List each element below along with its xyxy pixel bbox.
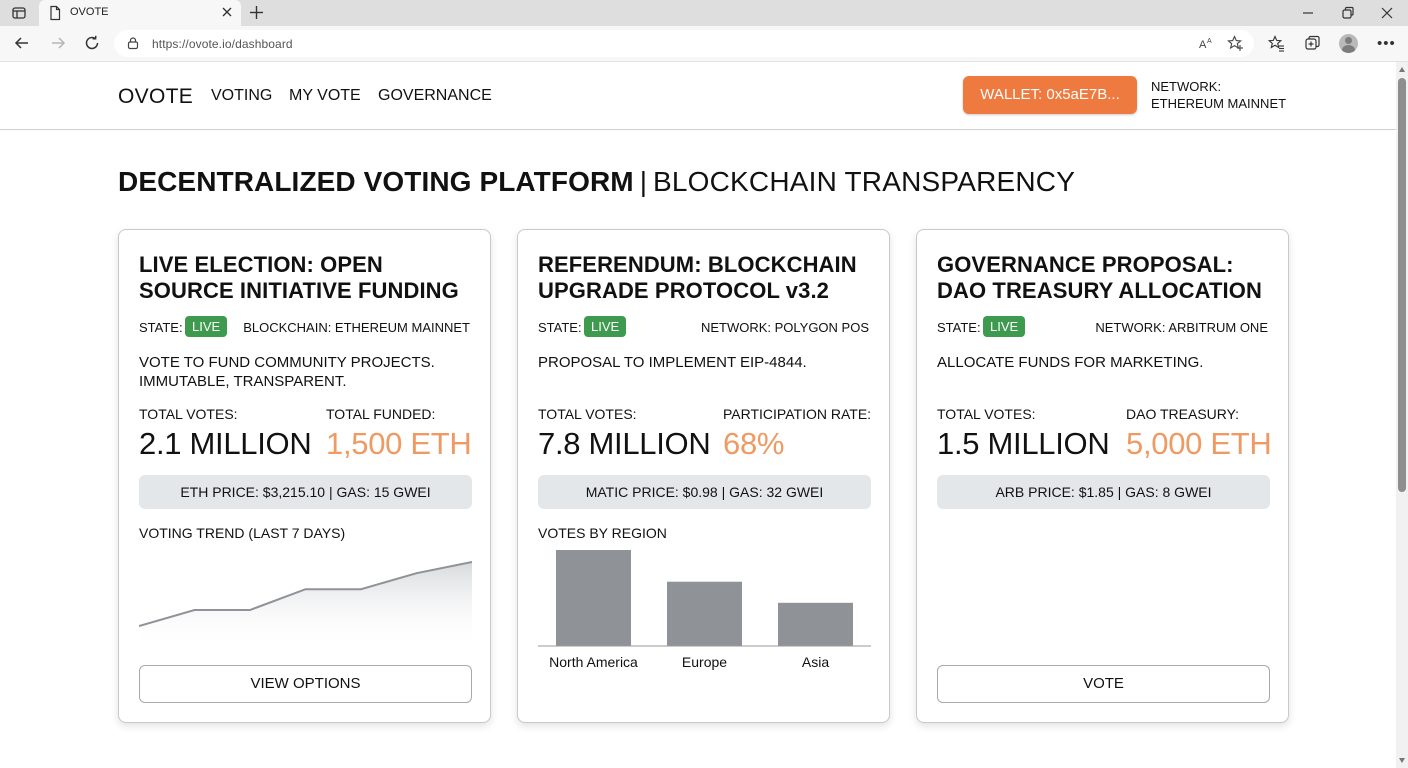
favorite-add-icon[interactable] [1227,35,1244,52]
bar-label-north-america: North America [549,654,638,670]
total-votes-value: 1.5 MILLION [937,426,1110,461]
favorites-icon[interactable] [1268,35,1285,52]
governance-card-dao-treasury: GOVERNANCE PROPOSAL: DAO TREASURY ALLOCA… [916,229,1289,723]
page-title-subtitle: BLOCKCHAIN TRANSPARENCY [652,166,1076,197]
page-icon [50,5,61,21]
new-tab-icon[interactable] [248,4,265,21]
network-label: NETWORK: POLYGON POS [700,320,869,335]
total-votes-label: TOTAL VOTES: [139,406,238,422]
bar-north-america [556,550,631,646]
state-label: STATE: [538,320,582,335]
state-label: STATE: [937,320,981,335]
voting-trend-chart [139,561,472,650]
close-window-icon[interactable] [1379,5,1395,21]
minimize-icon[interactable] [1300,5,1316,21]
forward-icon[interactable] [49,34,67,52]
read-aloud-icon[interactable]: A A [1198,35,1215,52]
browser-tab-bar: OVOTE [0,0,1408,26]
bar-chart-plot [538,550,871,647]
refresh-icon[interactable] [83,34,101,52]
bar-label-asia: Asia [801,654,830,670]
card-title: GOVERNANCE PROPOSAL: DAO TREASURY ALLOCA… [937,252,1262,303]
live-status-badge: LIVE [584,316,627,337]
network-value: ETHEREUM MAINNET [1151,96,1287,111]
svg-text:A: A [1207,38,1212,45]
price-gas-bar: ETH PRICE: $3,215.10 | GAS: 15 GWEI [139,475,472,509]
scroll-thumb[interactable] [1398,78,1406,492]
chain-label: BLOCKCHAIN: ETHEREUM MAINNET [243,320,470,335]
nav-my-vote[interactable]: MY VOTE [289,87,361,104]
referendum-card-upgrade: REFERENDUM: BLOCKCHAIN UPGRADE PROTOCOL … [517,229,890,723]
election-card-open-source: LIVE ELECTION: OPEN SOURCE INITIATIVE FU… [118,229,491,723]
card-description: ALLOCATE FUNDS FOR MARKETING. [937,354,1204,371]
page-title: DECENTRALIZED VOTING PLATFORM | BLOCKCHAIN… [118,166,1075,198]
participation-rate-label: PARTICIPATION RATE: [723,406,872,422]
trend-line [139,561,472,627]
bar-europe [667,581,742,646]
card-description: VOTE TO FUND COMMUNITY PROJECTS. IMMUTAB… [139,354,435,390]
dao-treasury-value: 5,000 ETH [1126,426,1272,461]
chart-title: VOTES BY REGION [538,525,667,541]
profile-avatar-icon[interactable] [1339,34,1358,53]
votes-by-region-chart: North America Europe Asia [538,546,871,671]
price-gas-bar: ARB PRICE: $1.85 | GAS: 8 GWEI [937,475,1270,509]
tab-title: OVOTE [70,6,109,18]
back-icon[interactable] [13,34,31,52]
page-title-separator: | [639,166,647,197]
browser-tab[interactable]: OVOTE [39,0,241,26]
site-logo[interactable]: OVOTE [118,85,194,108]
page-viewport: OVOTE VOTING MY VOTE GOVERNANCE WALLET: … [0,62,1396,768]
view-options-button[interactable]: VIEW OPTIONS [139,665,472,703]
page-title-main: DECENTRALIZED VOTING PLATFORM [118,166,634,197]
scroll-up-icon[interactable] [1399,67,1405,72]
total-votes-value: 2.1 MILLION [139,426,312,461]
address-bar[interactable]: https://ovote.io/dashboard A A [114,30,1254,57]
network-label: NETWORK: [1151,79,1222,94]
price-gas-bar: MATIC PRICE: $0.98 | GAS: 32 GWEI [538,475,871,509]
live-status-badge: LIVE [983,316,1026,337]
chart-title: VOTING TREND (LAST 7 DAYS) [139,525,346,541]
live-status-badge: LIVE [185,316,228,337]
total-votes-label: TOTAL VOTES: [538,406,637,422]
bar-label-europe: Europe [681,654,728,670]
participation-rate-value: 68% [723,426,785,461]
card-title: LIVE ELECTION: OPEN SOURCE INITIATIVE FU… [139,252,459,303]
card-description: PROPOSAL TO IMPLEMENT EIP-4844. [538,354,807,371]
scroll-down-icon[interactable] [1399,758,1405,763]
card-title: REFERENDUM: BLOCKCHAIN UPGRADE PROTOCOL … [538,252,857,303]
total-votes-label: TOTAL VOTES: [937,406,1036,422]
more-options-icon[interactable]: ••• [1377,35,1396,52]
dao-treasury-label: DAO TREASURY: [1126,406,1240,422]
tab-actions-icon[interactable] [11,5,27,21]
total-funded-value: 1,500 ETH [326,426,472,461]
trend-area [139,562,472,650]
browser-toolbar: https://ovote.io/dashboard A A ••• [0,26,1408,62]
url-text[interactable]: https://ovote.io/dashboard [152,37,293,51]
network-indicator: NETWORK: ETHEREUM MAINNET [1151,78,1286,112]
nav-voting[interactable]: VOTING [211,87,273,104]
bar-asia [778,602,853,646]
vote-button[interactable]: VOTE [937,665,1270,703]
site-info-icon[interactable] [126,36,140,50]
collections-icon[interactable] [1304,35,1321,52]
vertical-scrollbar[interactable] [1396,62,1408,768]
total-votes-value: 7.8 MILLION [538,426,711,461]
svg-text:A: A [1199,39,1207,51]
state-label: STATE: [139,320,183,335]
total-funded-label: TOTAL FUNDED: [326,406,436,422]
close-tab-icon[interactable] [220,5,234,19]
network-label: NETWORK: ARBITRUM ONE [1095,320,1268,335]
nav-governance[interactable]: GOVERNANCE [378,87,492,104]
wallet-button[interactable]: WALLET: 0x5aE7B... [963,76,1137,114]
site-header: OVOTE VOTING MY VOTE GOVERNANCE WALLET: … [0,62,1396,130]
restore-icon[interactable] [1340,5,1356,21]
